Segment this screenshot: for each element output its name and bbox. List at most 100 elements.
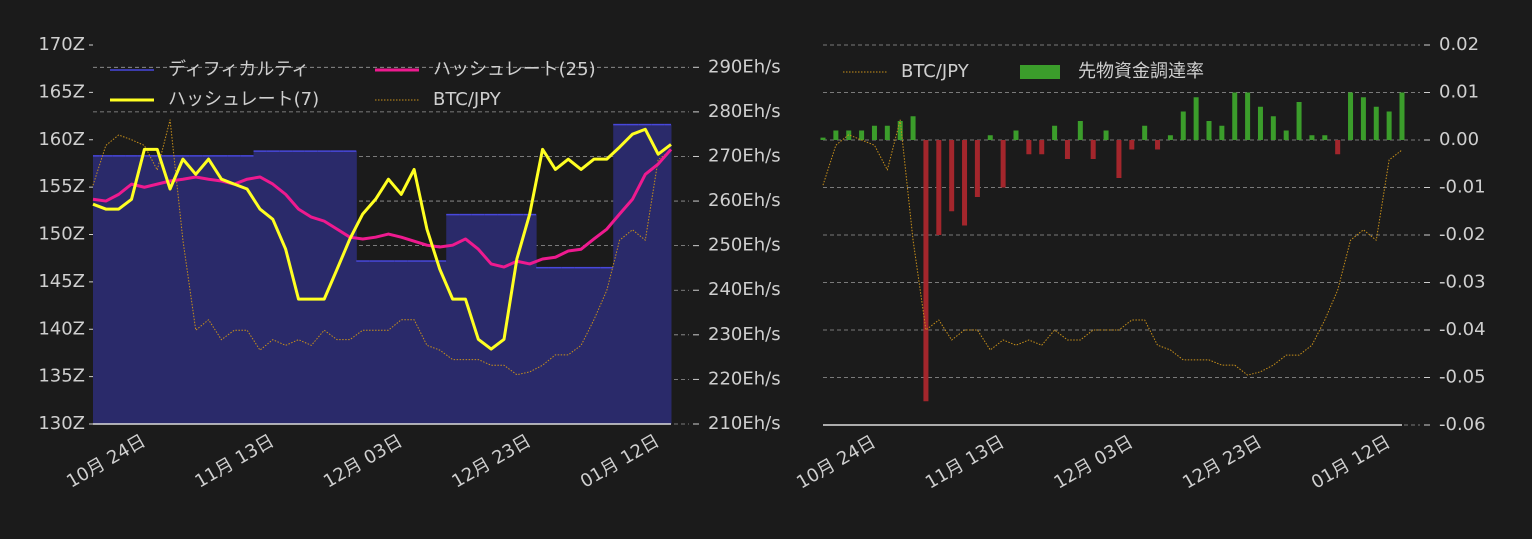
- plot-1: -0.06 -0.05 -0.04 -0.03 -0.02 -0.01 0.00 0.01 0.…: [793, 34, 1485, 493]
- legend-label: 先物資金調達率: [1078, 61, 1204, 82]
- area-step: [356, 261, 370, 424]
- area-step: [407, 261, 422, 424]
- y-tick-label: 160Z: [38, 129, 85, 150]
- y-tick-label: 165Z: [38, 81, 85, 102]
- bar: [1219, 125, 1225, 140]
- bar: [1064, 140, 1070, 159]
- bar: [820, 137, 826, 140]
- y-tick-label: 145Z: [38, 271, 85, 292]
- area-step: [112, 155, 126, 425]
- area-step: [176, 155, 190, 425]
- area-step: [497, 214, 511, 424]
- plot-0: 210Eh/s 220Eh/s 230Eh/s 240Eh/s 250Eh/s 260Eh…: [38, 34, 780, 492]
- bar: [1257, 106, 1263, 140]
- bar: [1373, 106, 1379, 140]
- bar: [871, 125, 877, 140]
- bar: [1348, 92, 1354, 140]
- area-step: [433, 261, 447, 424]
- bar: [949, 140, 955, 212]
- area-step: [394, 261, 409, 424]
- area-step: [330, 151, 344, 424]
- y-tick-label: 220Eh/s: [708, 368, 781, 389]
- bar: [1206, 121, 1212, 140]
- y-tick-label: 260Eh/s: [708, 190, 781, 211]
- area-step: [99, 155, 113, 425]
- area-step: [137, 155, 152, 425]
- bar: [1399, 92, 1405, 140]
- bar: [897, 121, 903, 140]
- y-tick-label: -0.01: [1439, 177, 1486, 198]
- bar: [1077, 121, 1083, 140]
- bar: [833, 130, 839, 140]
- y-tick-label: -0.02: [1439, 224, 1486, 245]
- y-tick-label: 240Eh/s: [708, 279, 781, 300]
- legend-label: ディフィカルティ: [168, 59, 309, 80]
- bar: [1283, 130, 1289, 140]
- area-step: [304, 151, 319, 424]
- area-step: [561, 267, 576, 424]
- bar: [1103, 130, 1109, 140]
- x-tick-label: 12月 03日: [1050, 431, 1136, 493]
- area-step: [651, 124, 666, 424]
- y-tick-label: 150Z: [38, 224, 85, 245]
- series-line: [92, 127, 672, 351]
- y-tick-label: 250Eh/s: [708, 235, 781, 256]
- area-step: [150, 155, 165, 425]
- bar: [974, 140, 980, 197]
- y-tick-label: -0.03: [1439, 272, 1486, 293]
- legend-label: ハッシュレート(7): [168, 89, 319, 110]
- legend-label: ハッシュレート(25): [433, 59, 596, 80]
- area-step: [382, 261, 396, 424]
- series-line: [822, 119, 1403, 376]
- area-step: [587, 267, 601, 424]
- y-tick-label: 280Eh/s: [708, 101, 781, 122]
- area-step: [266, 151, 280, 424]
- area-step: [202, 155, 216, 425]
- bar: [1155, 140, 1161, 150]
- bar: [884, 125, 890, 140]
- area-step: [638, 124, 653, 424]
- area-step: [446, 214, 460, 424]
- legend-label: BTC/JPY: [433, 89, 502, 110]
- bar: [1296, 102, 1302, 140]
- area-step: [523, 214, 537, 424]
- y-tick-label: 0.02: [1439, 34, 1479, 55]
- x-tick-label: 12月 23日: [448, 430, 534, 492]
- bar: [1167, 135, 1173, 140]
- x-tick-label: 12月 23日: [1179, 431, 1265, 493]
- x-tick-label: 10月 24日: [63, 430, 149, 492]
- legend-label: BTC/JPY: [901, 61, 970, 82]
- area-step: [536, 267, 550, 424]
- area-step: [125, 155, 139, 425]
- y-tick-label: -0.06: [1439, 414, 1486, 435]
- bar: [1090, 140, 1096, 159]
- y-tick-label: -0.04: [1439, 319, 1486, 340]
- legend-swatch: [1020, 65, 1060, 79]
- bar: [1052, 125, 1058, 140]
- area-step: [548, 267, 563, 424]
- area-step: [574, 267, 589, 424]
- series-line: [92, 119, 672, 376]
- area-step: [279, 151, 293, 424]
- bar: [910, 116, 916, 140]
- bar: [1000, 140, 1006, 188]
- bar: [987, 135, 993, 140]
- x-tick-label: 11月 13日: [922, 431, 1008, 493]
- area-step: [215, 155, 229, 425]
- bar: [1245, 92, 1251, 140]
- bar: [1360, 97, 1366, 140]
- area-step: [484, 214, 499, 424]
- y-tick-label: 170Z: [38, 34, 85, 55]
- area-step: [459, 214, 473, 424]
- area-step: [93, 155, 100, 425]
- y-tick-label: 270Eh/s: [708, 145, 781, 166]
- bar: [1270, 116, 1276, 140]
- x-tick-label: 01月 12日: [577, 430, 663, 492]
- bar: [1142, 125, 1148, 140]
- y-tick-label: 155Z: [38, 176, 85, 197]
- y-tick-label: -0.05: [1439, 367, 1486, 388]
- area-step: [664, 124, 672, 424]
- area-step: [240, 155, 255, 425]
